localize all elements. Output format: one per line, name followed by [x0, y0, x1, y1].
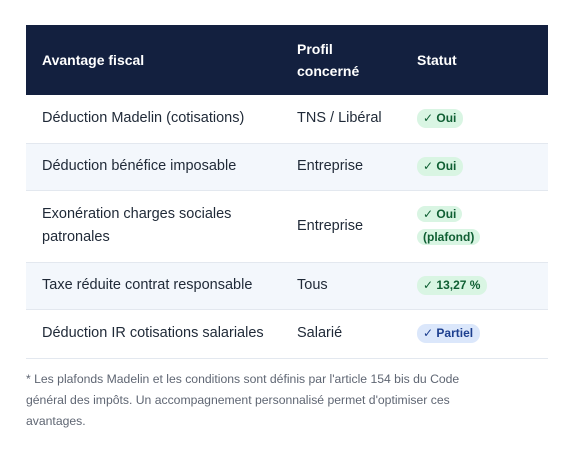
cell-profil: Tous [297, 277, 328, 293]
table-row: Déduction IR cotisations salariales Sala… [26, 309, 548, 358]
status-badge: ✓ Oui [417, 109, 464, 129]
table-row: Déduction bénéfice imposable Entreprise … [26, 143, 548, 190]
cell-profil: Salarié [297, 325, 343, 341]
table-row: Taxe réduite contrat responsable Tous ✓ … [26, 262, 548, 309]
status-badge-line1: ✓ Oui [417, 206, 463, 222]
tax-advantages-table: Avantage fiscal Profil concerné Statut D… [26, 25, 548, 359]
cell-avantage: Déduction IR cotisations salariales [42, 325, 264, 341]
header-profil-line2: concerné [297, 63, 360, 79]
footnote-line3: avantages. [26, 414, 86, 428]
cell-avantage: Déduction bénéfice imposable [42, 158, 237, 174]
status-badge: ✓ Oui (plafond) [417, 203, 481, 249]
status-badge: ✓ Oui [417, 157, 464, 176]
cell-avantage-line1: Exonération charges sociales [42, 206, 232, 222]
table-row: Exonération charges sociales patronales … [26, 190, 548, 262]
cell-statut: ✓ Oui [417, 143, 548, 190]
status-badge: ✓ Partiel [417, 324, 481, 343]
cell-avantage: Taxe réduite contrat responsable [42, 277, 253, 293]
header-avantage-fiscal: Avantage fiscal [26, 25, 297, 95]
cell-statut: ✓ 13,27 % [417, 262, 548, 309]
footnote: * Les plafonds Madelin et les conditions… [26, 369, 546, 432]
table-header-row: Avantage fiscal Profil concerné Statut [26, 25, 548, 95]
table-row: Déduction Madelin (cotisations) TNS / Li… [26, 95, 548, 143]
footnote-line2: général des impôts. Un accompagnement pe… [26, 393, 450, 407]
cell-profil: Entreprise [297, 217, 364, 234]
cell-profil: TNS / Libéral [297, 110, 382, 127]
cell-statut: ✓ Oui [417, 95, 548, 143]
cell-avantage: Déduction Madelin (cotisations) [42, 110, 245, 127]
cell-avantage: Exonération charges sociales patronales [26, 190, 297, 262]
cell-profil: Entreprise [297, 158, 364, 174]
status-badge: ✓ 13,27 % [417, 276, 488, 295]
cell-statut: ✓ Partiel [417, 309, 548, 358]
cell-avantage-line2: patronales [42, 229, 110, 245]
header-profil-concerne: Profil concerné [297, 25, 417, 95]
footnote-line1: * Les plafonds Madelin et les conditions… [26, 372, 460, 386]
header-profil-line1: Profil [297, 41, 333, 57]
tax-advantages-table-container: Avantage fiscal Profil concerné Statut D… [26, 25, 548, 359]
header-statut: Statut [417, 25, 548, 95]
cell-statut: ✓ Oui (plafond) [417, 190, 548, 262]
status-badge-line2: (plafond) [417, 229, 481, 245]
